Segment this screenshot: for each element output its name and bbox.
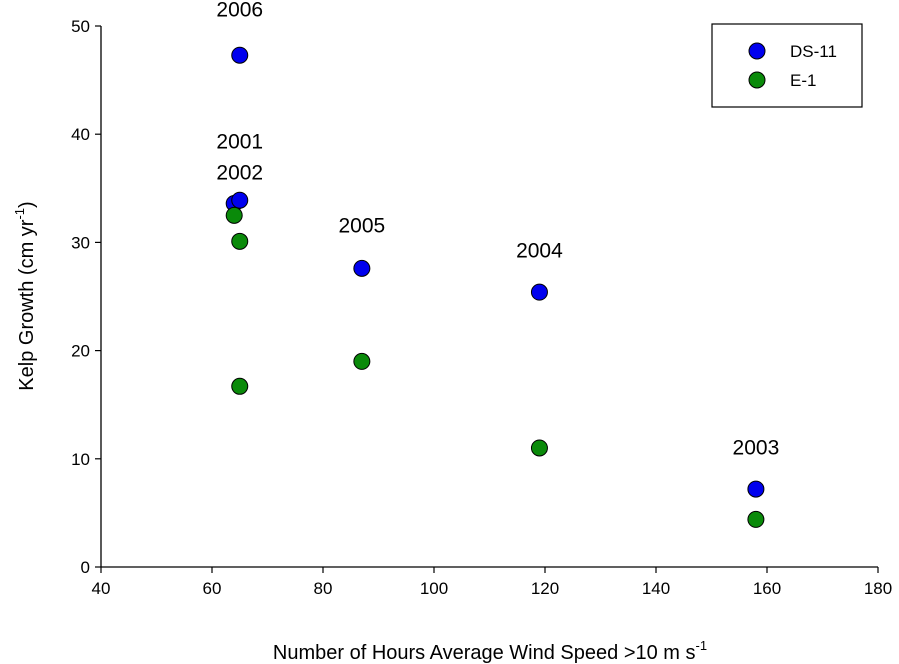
year-annotation: 2006	[216, 0, 263, 21]
x-tick-label: 100	[420, 579, 448, 598]
year-annotation: 2003	[733, 436, 780, 459]
year-annotation: 2002	[216, 162, 263, 185]
data-point-e-1	[530, 439, 548, 457]
y-tick-label: 40	[71, 125, 90, 144]
year-annotations: 2006 2001 2002 2005 2004 2003	[216, 0, 779, 459]
year-annotation: 2004	[516, 240, 563, 263]
data-point-ds-11	[231, 46, 249, 64]
plot-frame	[100, 26, 878, 568]
data-point-ds-11	[747, 480, 765, 498]
data-point-ds-11	[231, 191, 249, 209]
data-point-e-1	[231, 377, 249, 395]
data-point-e-1	[231, 232, 249, 250]
legend-label-e-1: E-1	[790, 71, 816, 90]
x-tick-label: 80	[314, 579, 333, 598]
data-point-e-1	[225, 206, 243, 224]
legend: DS-11 E-1	[711, 23, 863, 108]
data-markers	[225, 46, 765, 528]
data-point-e-1	[747, 510, 765, 528]
y-tick-label: 10	[71, 450, 90, 469]
data-point-e-1	[353, 352, 371, 370]
x-axis: 40 60 80 100 120 140 160 180	[92, 567, 892, 598]
x-tick-label: 160	[753, 579, 781, 598]
x-tick-label: 60	[203, 579, 222, 598]
y-tick-label: 20	[71, 342, 90, 361]
y-tick-label: 50	[71, 17, 90, 36]
y-tick-label: 0	[81, 558, 90, 577]
x-tick-label: 120	[531, 579, 559, 598]
legend-box	[711, 23, 863, 108]
y-tick-label: 30	[71, 233, 90, 252]
legend-marker-ds-11	[748, 42, 766, 60]
y-axis: 0 10 20 30 40 50	[71, 17, 101, 577]
legend-marker-e-1	[748, 71, 766, 89]
x-tick-label: 180	[864, 579, 892, 598]
legend-label-ds-11: DS-11	[790, 42, 837, 61]
data-point-ds-11	[353, 259, 371, 277]
x-tick-label: 140	[642, 579, 670, 598]
x-axis-title: Number of Hours Average Wind Speed >10 m…	[273, 638, 707, 664]
y-axis-title: Kelp Growth (cm yr-1)	[12, 201, 38, 390]
year-annotation: 2005	[338, 215, 385, 238]
x-tick-label: 40	[92, 579, 111, 598]
data-point-ds-11	[530, 283, 548, 301]
year-annotation: 2001	[216, 130, 263, 153]
